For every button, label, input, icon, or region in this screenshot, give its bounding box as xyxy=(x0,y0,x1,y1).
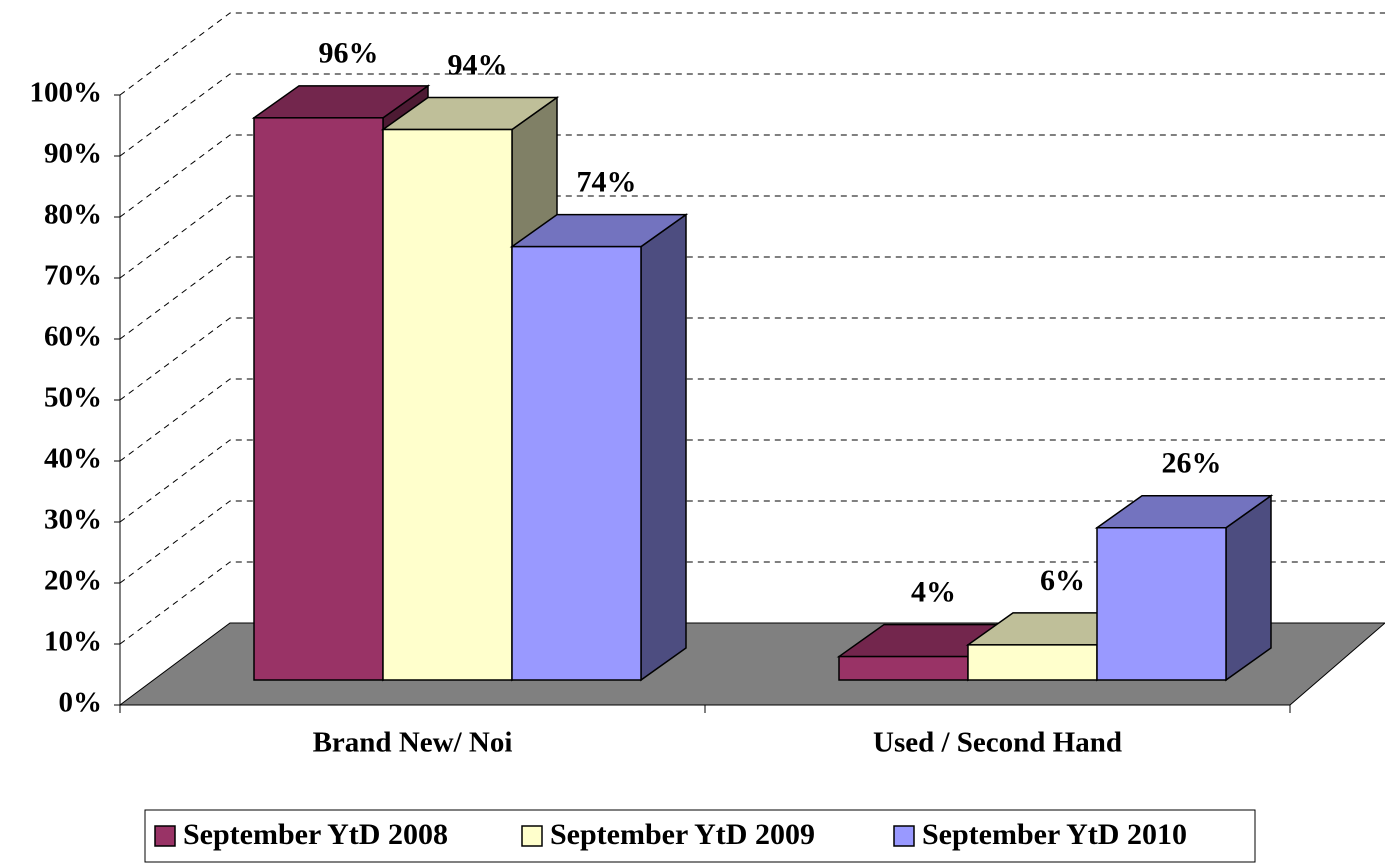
value-label: 4% xyxy=(911,575,956,608)
legend-label: September YtD 2010 xyxy=(922,818,1187,851)
x-tick-label: Used / Second Hand xyxy=(873,727,1122,759)
grid-line xyxy=(119,378,1385,462)
y-tick-label: 20% xyxy=(44,565,102,597)
y-tick-label: 10% xyxy=(44,626,102,658)
value-label: 94% xyxy=(448,48,508,81)
bar-side xyxy=(640,213,687,682)
y-tick-label: 100% xyxy=(30,77,103,109)
legend-swatch xyxy=(521,825,543,847)
value-label: 6% xyxy=(1040,564,1085,597)
value-label: 96% xyxy=(319,37,379,70)
grid-line xyxy=(119,317,1385,401)
value-label: 74% xyxy=(577,166,637,199)
y-tick-label: 50% xyxy=(44,382,102,414)
x-tick-label: Brand New/ Noi xyxy=(313,727,513,759)
grid-line xyxy=(119,561,1385,645)
y-tick-label: 90% xyxy=(44,138,102,170)
value-label: 26% xyxy=(1162,447,1222,480)
grid-line xyxy=(119,195,1385,279)
grid-line xyxy=(119,134,1385,218)
legend-label: September YtD 2008 xyxy=(183,818,448,851)
legend-swatch xyxy=(893,825,915,847)
y-tick-label: 60% xyxy=(44,321,102,353)
grid-line xyxy=(119,12,1385,96)
y-tick-label: 0% xyxy=(59,687,103,719)
legend-label: September YtD 2009 xyxy=(550,818,815,851)
bar xyxy=(382,128,513,681)
y-tick-label: 40% xyxy=(44,443,102,475)
bar xyxy=(511,245,642,681)
bar xyxy=(1096,526,1227,681)
bar xyxy=(967,644,1098,681)
grid-line xyxy=(119,500,1385,584)
legend xyxy=(144,809,1256,863)
y-tick-label: 30% xyxy=(44,504,102,536)
grid-line xyxy=(119,256,1385,340)
grid-line xyxy=(119,439,1385,523)
bar xyxy=(253,117,384,681)
legend-swatch xyxy=(154,825,176,847)
bar xyxy=(838,655,969,681)
y-tick-label: 80% xyxy=(44,199,102,231)
grid-line xyxy=(119,73,1385,157)
y-tick-label: 70% xyxy=(44,260,102,292)
